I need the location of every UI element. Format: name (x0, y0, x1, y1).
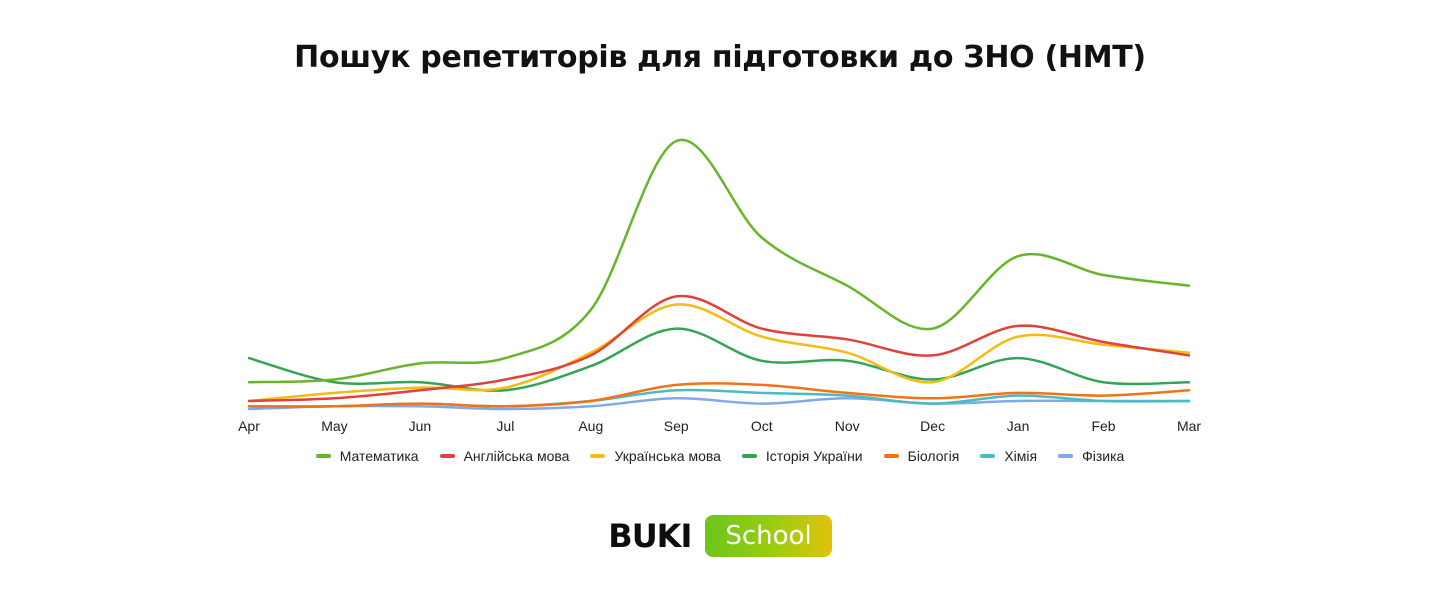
brand-name: BUKI (608, 517, 692, 555)
series-lines (247, 138, 1191, 411)
x-tick-label: Apr (238, 418, 260, 434)
legend-item: Англійська мова (439, 448, 570, 464)
x-tick-label: Jul (496, 418, 514, 434)
series-line-4 (247, 382, 1191, 408)
x-tick-label: May (321, 418, 347, 434)
chart-legend: Математика Англійська мова Українська мова… (0, 448, 1440, 464)
legend-label: Математика (339, 448, 419, 464)
x-tick-label: Dec (920, 418, 945, 434)
x-axis: Apr May Jun Jul Aug Sep Oct Nov Dec Jan Feb Mar (238, 418, 1201, 434)
series-line-2 (247, 303, 1191, 403)
legend-item: Історія України (741, 448, 863, 464)
legend-swatch (980, 454, 996, 458)
legend-swatch (590, 454, 606, 458)
x-tick-label: Sep (664, 418, 689, 434)
x-tick-label: Feb (1091, 418, 1115, 434)
legend-label: Хімія (1004, 448, 1038, 464)
chart-title: Пошук репетиторів для підготовки до ЗНО … (294, 40, 1146, 75)
x-tick-label: Nov (835, 418, 860, 434)
brand-logo: BUKI School (0, 515, 1440, 557)
legend-label: Фізика (1082, 448, 1125, 464)
legend-label: Історія України (765, 448, 863, 464)
legend-swatch (439, 454, 455, 458)
legend-item: Фізика (1058, 448, 1124, 464)
x-tick-label: Aug (578, 418, 603, 434)
legend-item: Біологія (883, 448, 960, 464)
legend-item: Математика (315, 448, 419, 464)
legend-label: Українська мова (614, 448, 721, 464)
series-line-6 (247, 397, 1191, 411)
series-line-1 (247, 294, 1191, 403)
legend-item: Хімія (980, 448, 1037, 464)
x-tick-label: Mar (1177, 418, 1201, 434)
legend-label: Біологія (907, 448, 960, 464)
legend-swatch (1058, 454, 1074, 458)
brand-badge: School (705, 515, 832, 557)
x-tick-label: Jun (409, 418, 432, 434)
x-tick-label: Jan (1007, 418, 1030, 434)
legend-swatch (883, 454, 899, 458)
legend-swatch (315, 454, 331, 458)
series-line-3 (247, 327, 1191, 392)
legend-swatch (741, 454, 757, 458)
legend-label: Англійська мова (463, 448, 570, 464)
legend-item: Українська мова (590, 448, 721, 464)
x-tick-label: Oct (751, 418, 773, 434)
series-line-0 (247, 138, 1191, 384)
